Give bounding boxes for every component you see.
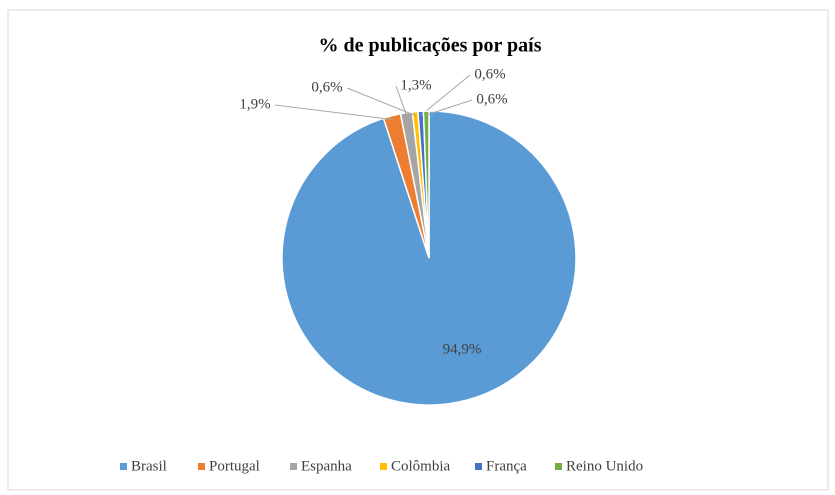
- legend-swatch: [290, 463, 297, 470]
- leader-line: [420, 74, 471, 116]
- chart-title: % de publicações por país: [319, 35, 542, 57]
- leader-line: [346, 87, 416, 117]
- data-label: 0,6%: [476, 91, 507, 107]
- legend-label: Brasil: [131, 458, 167, 474]
- legend-label: Portugal: [209, 458, 260, 474]
- pie-slice: [422, 110, 430, 259]
- legend-label: Reino Unido: [566, 458, 643, 474]
- leader-line: [274, 104, 394, 121]
- legend-swatch: [120, 463, 127, 470]
- data-label: 1,3%: [400, 77, 431, 93]
- legend-label: Colômbia: [391, 458, 451, 474]
- data-label: 1,9%: [239, 96, 270, 112]
- leader-line: [426, 99, 473, 116]
- data-label: 94,9%: [443, 341, 482, 357]
- legend-swatch: [198, 463, 205, 470]
- legend-label: Espanha: [301, 458, 352, 474]
- legend-label: França: [486, 458, 527, 474]
- legend-swatch: [555, 463, 562, 470]
- legend-swatch: [380, 463, 387, 470]
- data-label: 0,6%: [474, 66, 505, 82]
- legend-swatch: [475, 463, 482, 470]
- data-label: 0,6%: [311, 79, 342, 95]
